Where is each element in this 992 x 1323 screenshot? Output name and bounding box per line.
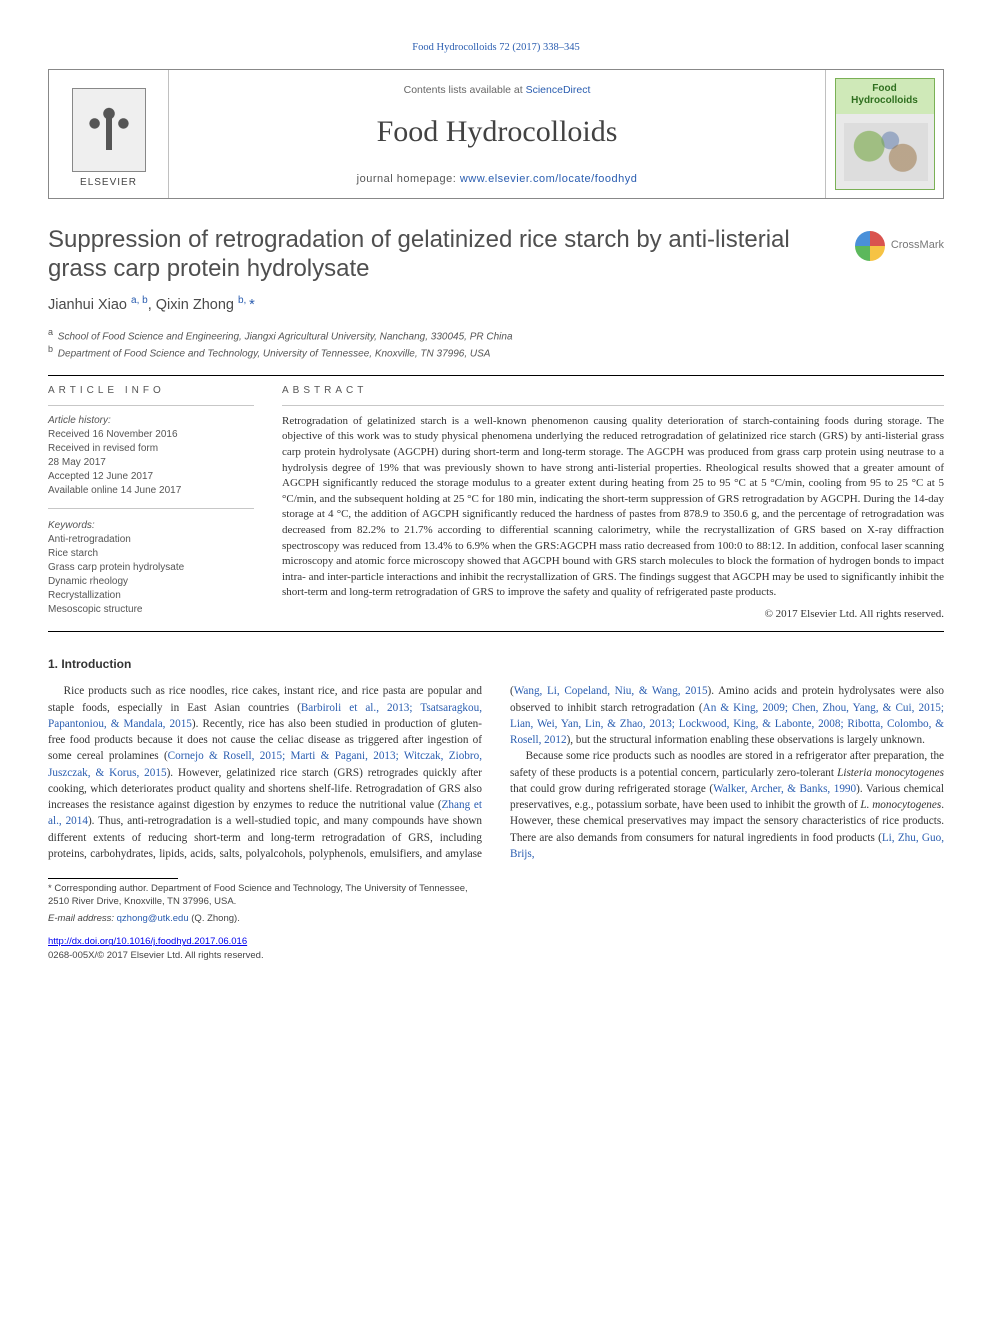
intro-p3: Because some rice products such as noodl… [510,748,944,862]
journal-cover-icon: FoodHydrocolloids [835,78,935,190]
elsevier-tree-icon [72,88,146,172]
abstract-head: ABSTRACT [282,384,944,406]
intro-body: Rice products such as rice noodles, rice… [48,683,944,862]
abstract-copyright: © 2017 Elsevier Ltd. All rights reserved… [282,607,944,623]
article-info-head: ARTICLE INFO [48,384,254,406]
contents-lists: Contents lists available at ScienceDirec… [177,83,817,98]
email-link[interactable]: qzhong@utk.edu [117,913,189,924]
journal-cover-cell: FoodHydrocolloids [825,70,943,198]
journal-homepage-link[interactable]: www.elsevier.com/locate/foodhyd [460,173,638,185]
ref-link[interactable]: Wang, Li, Copeland, Niu, & Wang, 2015 [514,685,708,697]
affiliations: a School of Food Science and Engineering… [48,326,944,362]
article-history: Article history: Received 16 November 20… [48,414,254,498]
keywords: Keywords: Anti-retrogradationRice starch… [48,519,254,617]
publisher-name: ELSEVIER [80,176,137,191]
authors: Jianhui Xiao a, b, Qixin Zhong b, * [48,294,944,316]
article-title: Suppression of retrogradation of gelatin… [48,225,841,284]
ref-link[interactable]: Walker, Archer, & Banks, 1990 [713,783,856,795]
journal-homepage: journal homepage: www.elsevier.com/locat… [177,172,817,188]
publisher-logo-cell: ELSEVIER [49,70,169,198]
crossmark-badge[interactable]: CrossMark [855,231,944,261]
section-head-intro: 1. Introduction [48,656,944,673]
citation-link[interactable]: Food Hydrocolloids 72 (2017) 338–345 [48,40,944,55]
sciencedirect-link[interactable]: ScienceDirect [526,84,591,96]
corresponding-author-note: * Corresponding author. Department of Fo… [48,883,469,909]
journal-title: Food Hydrocolloids [177,110,817,154]
crossmark-label: CrossMark [891,238,944,254]
abstract-text: Retrogradation of gelatinized starch is … [282,414,944,601]
journal-header: ELSEVIER Contents lists available at Sci… [48,69,944,199]
doi-block: http://dx.doi.org/10.1016/j.foodhyd.2017… [48,935,469,963]
email-line: E-mail address: qzhong@utk.edu (Q. Zhong… [48,913,469,926]
crossmark-icon [855,231,885,261]
doi-link[interactable]: http://dx.doi.org/10.1016/j.foodhyd.2017… [48,936,247,947]
